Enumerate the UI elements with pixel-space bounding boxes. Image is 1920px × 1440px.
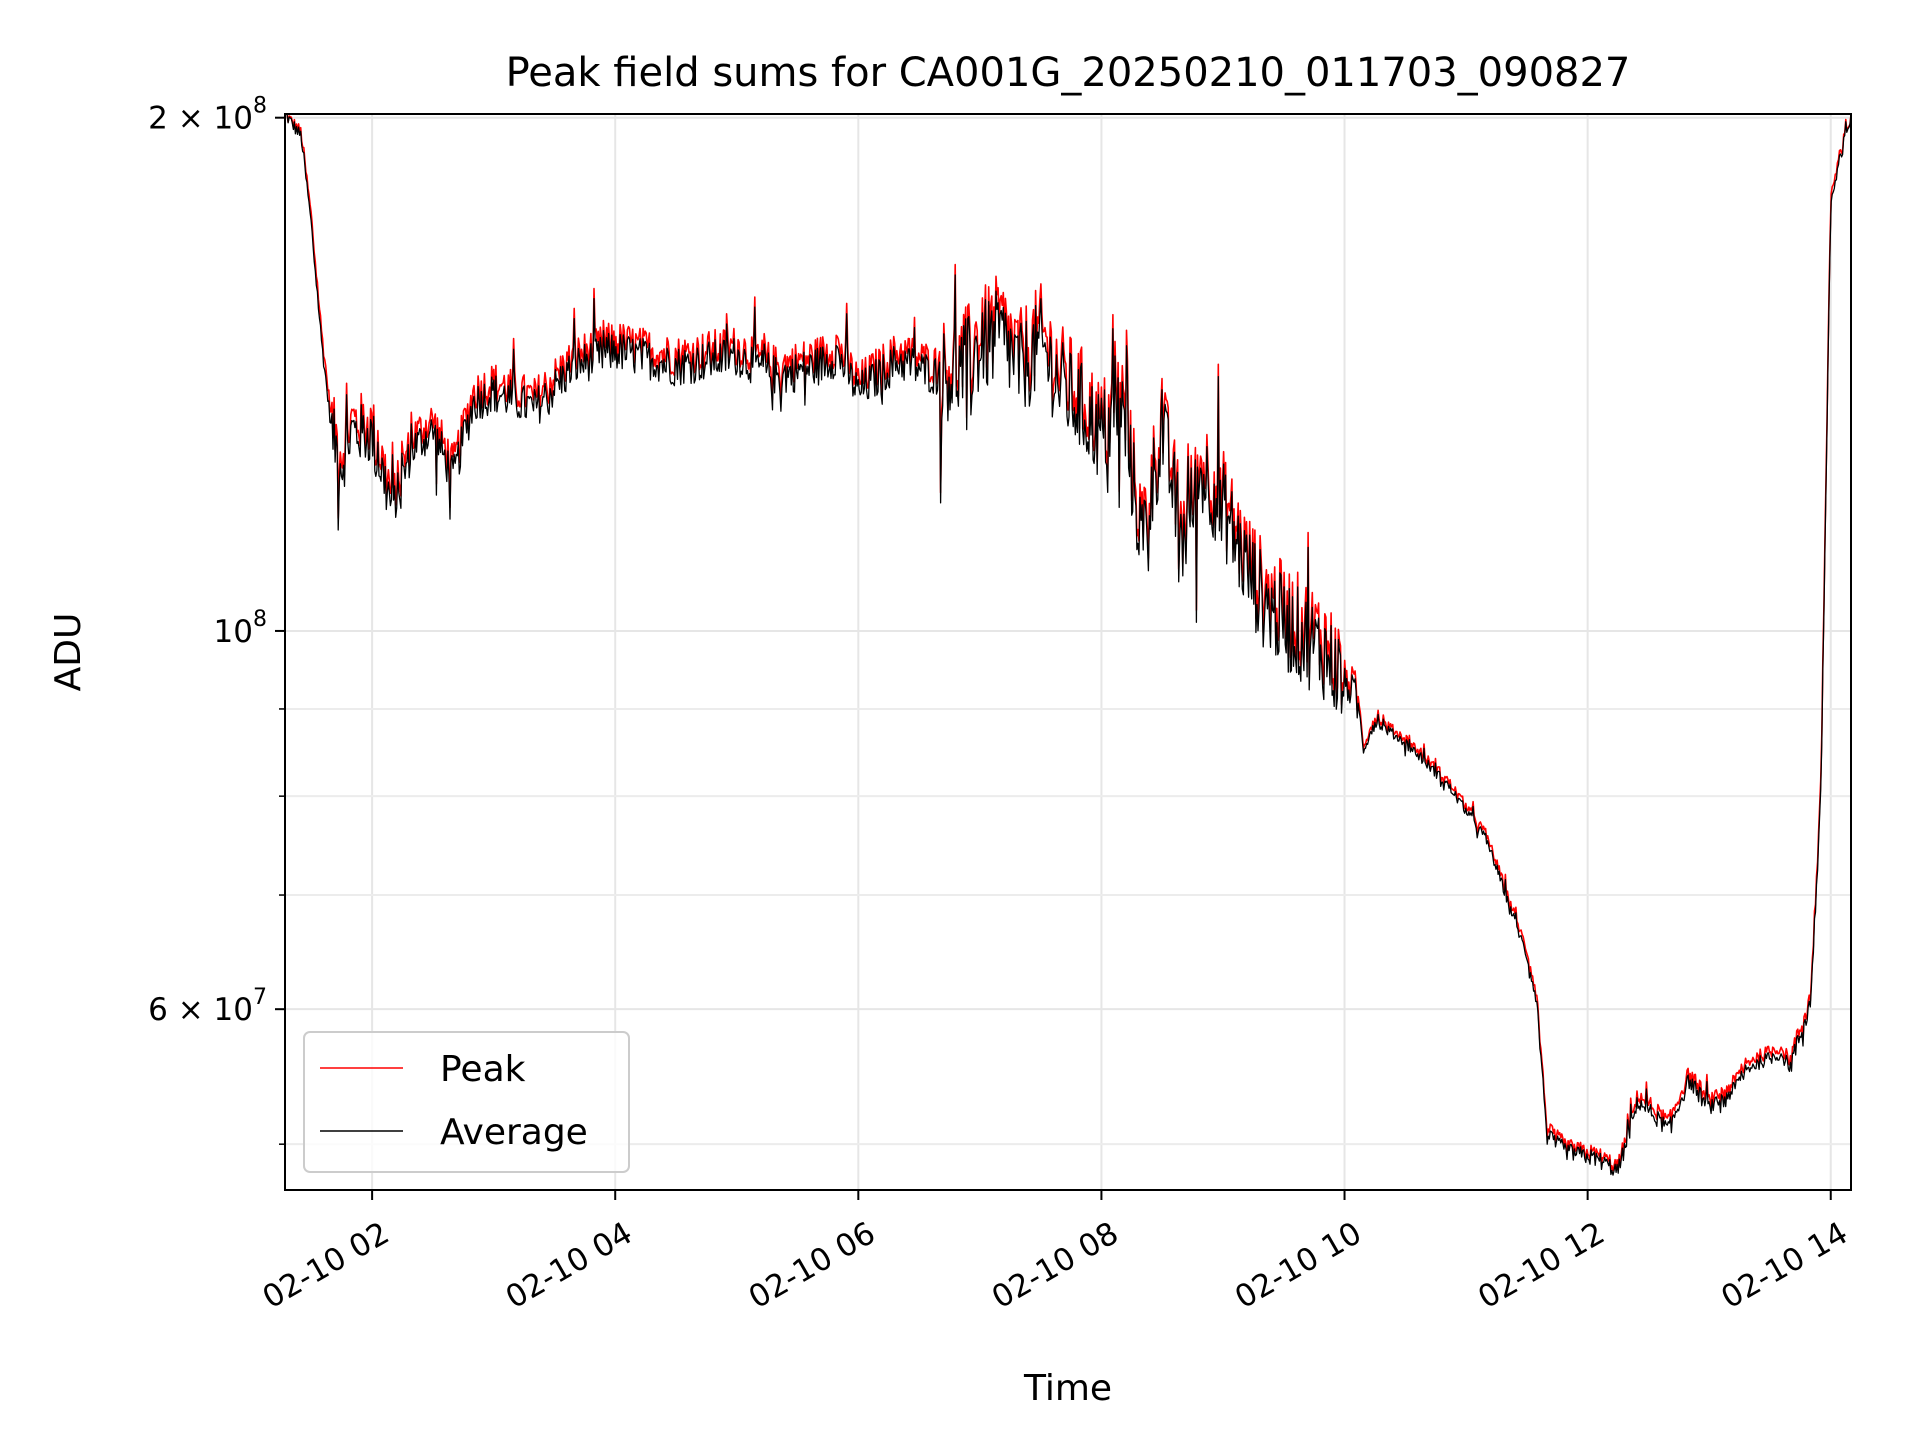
y-tick-label: 2 × 108	[148, 94, 267, 137]
legend: Peak Average	[304, 1032, 629, 1172]
y-axis-label: ADU	[48, 613, 89, 692]
chart-title: Peak field sums for CA001G_20250210_0117…	[506, 50, 1631, 96]
legend-label-average: Average	[440, 1112, 588, 1153]
y-tick-label: 6 × 107	[148, 985, 267, 1028]
legend-label-peak: Peak	[440, 1049, 526, 1090]
x-axis-label: Time	[1023, 1368, 1112, 1409]
